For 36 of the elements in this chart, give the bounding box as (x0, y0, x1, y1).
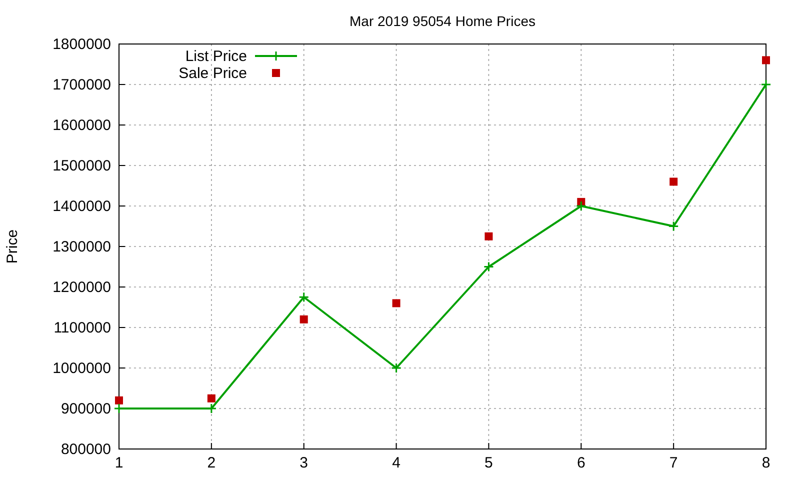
y-tick-label: 1800000 (52, 36, 111, 53)
x-tick-label: 3 (300, 454, 308, 472)
y-axis-title: Price (4, 229, 21, 264)
point (300, 315, 308, 324)
y-tick-label: 900000 (60, 400, 111, 418)
point (576, 200, 586, 212)
y-tick-label: 1000000 (52, 360, 111, 377)
x-tick-label: 5 (484, 454, 493, 472)
point (668, 221, 679, 232)
x-tick-label: 1 (114, 454, 124, 472)
y-tick-label: 1200000 (52, 278, 111, 296)
x-tick-label: 4 (392, 454, 400, 472)
point (484, 232, 493, 240)
y-tick-label: 1500000 (52, 157, 111, 174)
point (762, 56, 770, 64)
legend-label: Sale Price (178, 65, 247, 82)
y-tick-label: 800000 (60, 440, 111, 458)
y-tick-label: 1600000 (52, 116, 111, 134)
x-tick-label: 2 (207, 454, 216, 472)
y-tick-label: 1300000 (52, 238, 111, 256)
legend-label: List Price (185, 48, 247, 65)
x-tick-label: 6 (576, 454, 586, 472)
y-tick-label: 1700000 (52, 76, 111, 94)
chart-title: Mar 2019 95054 Home Prices (350, 13, 536, 29)
point (391, 362, 402, 374)
point (392, 299, 400, 308)
point (760, 79, 772, 90)
x-tick-label: 8 (762, 454, 770, 472)
point (115, 396, 123, 404)
point (670, 178, 678, 186)
y-tick-label: 1400000 (52, 198, 111, 215)
point (207, 394, 216, 402)
point (483, 262, 494, 272)
point (298, 292, 310, 302)
y-tick-label: 1100000 (54, 319, 111, 336)
x-tick-label: 7 (669, 454, 678, 472)
